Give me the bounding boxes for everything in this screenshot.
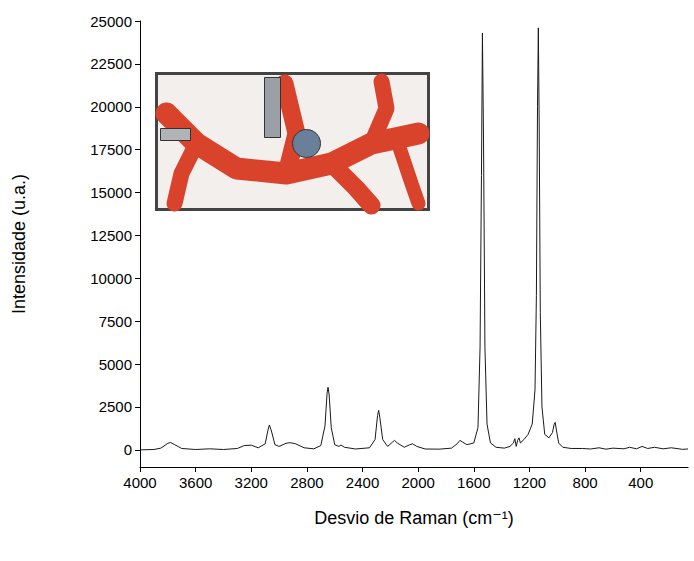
- svg-text:22500: 22500: [90, 55, 132, 72]
- svg-text:20000: 20000: [90, 98, 132, 115]
- svg-text:2500: 2500: [99, 398, 132, 415]
- svg-text:3200: 3200: [235, 474, 268, 491]
- svg-text:800: 800: [573, 474, 598, 491]
- svg-text:Intensidade (u.a.): Intensidade (u.a.): [9, 174, 29, 314]
- svg-text:15000: 15000: [90, 184, 132, 201]
- svg-text:1200: 1200: [513, 474, 546, 491]
- svg-text:5000: 5000: [99, 356, 132, 373]
- svg-text:17500: 17500: [90, 141, 132, 158]
- svg-text:2000: 2000: [401, 474, 434, 491]
- svg-text:2400: 2400: [346, 474, 379, 491]
- svg-text:25000: 25000: [90, 13, 132, 30]
- svg-text:4000: 4000: [123, 474, 156, 491]
- svg-text:2800: 2800: [290, 474, 323, 491]
- svg-text:1600: 1600: [457, 474, 490, 491]
- svg-text:12500: 12500: [90, 227, 132, 244]
- svg-text:3600: 3600: [179, 474, 212, 491]
- svg-text:Desvio de Raman (cm⁻¹): Desvio de Raman (cm⁻¹): [314, 508, 514, 528]
- svg-text:10000: 10000: [90, 270, 132, 287]
- svg-text:0: 0: [124, 441, 132, 458]
- svg-text:400: 400: [628, 474, 653, 491]
- svg-text:7500: 7500: [99, 313, 132, 330]
